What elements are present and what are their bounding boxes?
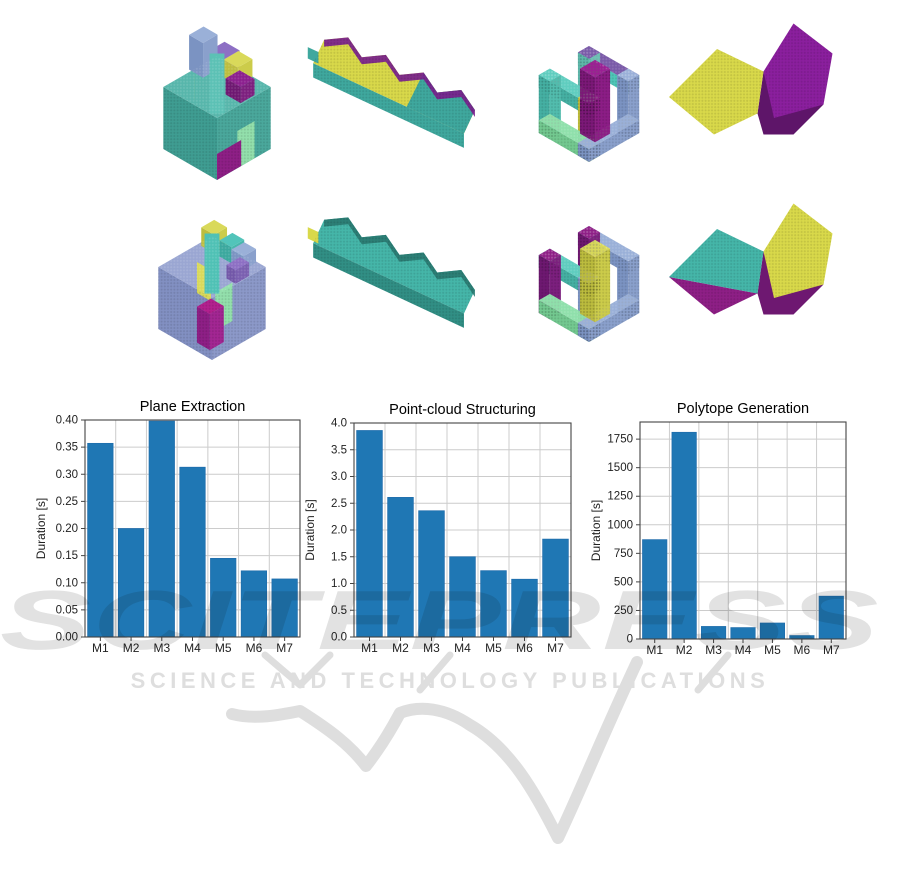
svg-text:SCITEPRESS: SCITEPRESS <box>0 573 880 667</box>
svg-text:SCIENCE AND TECHNOLOGY PUBLICA: SCIENCE AND TECHNOLOGY PUBLICATIONS <box>131 668 770 693</box>
